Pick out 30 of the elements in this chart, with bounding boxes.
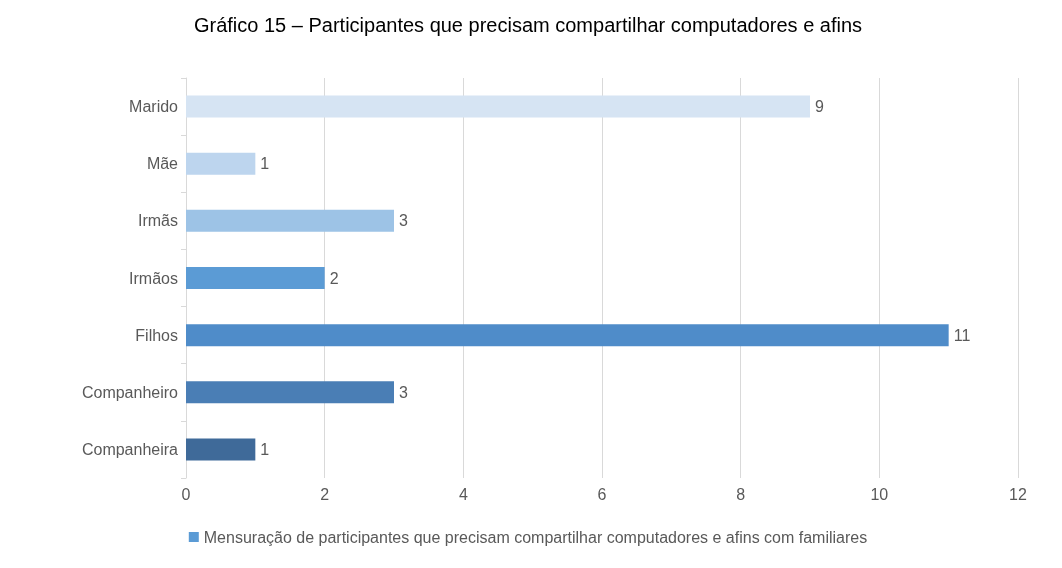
- bar: [186, 267, 325, 289]
- y-tick-label: Companheira: [81, 440, 179, 458]
- y-tick-label: Irmãos: [129, 269, 178, 287]
- data-label: 1: [260, 440, 270, 458]
- y-tick-label: Mãe: [146, 155, 179, 173]
- x-tick-label: 10: [870, 485, 889, 503]
- bar: [186, 152, 256, 175]
- x-tick-label: 4: [458, 485, 468, 503]
- data-label: 2: [329, 269, 339, 287]
- x-tick-label: 0: [181, 485, 191, 503]
- data-label: 3: [399, 383, 408, 401]
- data-label: 1: [260, 155, 270, 173]
- bar: [186, 438, 256, 461]
- legend-label: Mensuração de participantes que precisam compartilhar computadores e afins com familiares: [203, 528, 868, 546]
- y-tick-label: Filhos: [135, 326, 178, 344]
- bar: [186, 209, 394, 232]
- x-tick-label: 12: [1009, 485, 1027, 503]
- y-tick-label: Marido: [129, 98, 179, 116]
- data-label: 3: [399, 212, 408, 230]
- x-tick-label: 2: [320, 485, 330, 503]
- bar: [186, 324, 949, 347]
- y-tick-label: Companheiro: [81, 383, 179, 401]
- y-tick-label: Irmãs: [138, 212, 178, 230]
- x-tick-label: 8: [736, 485, 746, 503]
- data-label: 9: [815, 98, 824, 116]
- x-tick-label: 6: [597, 485, 607, 503]
- bar: [186, 381, 394, 404]
- data-label: 11: [953, 326, 971, 344]
- bar: [186, 95, 810, 118]
- chart-title: Gráfico 15 – Participantes que precisam compartilhar computadores e afins: [193, 14, 863, 36]
